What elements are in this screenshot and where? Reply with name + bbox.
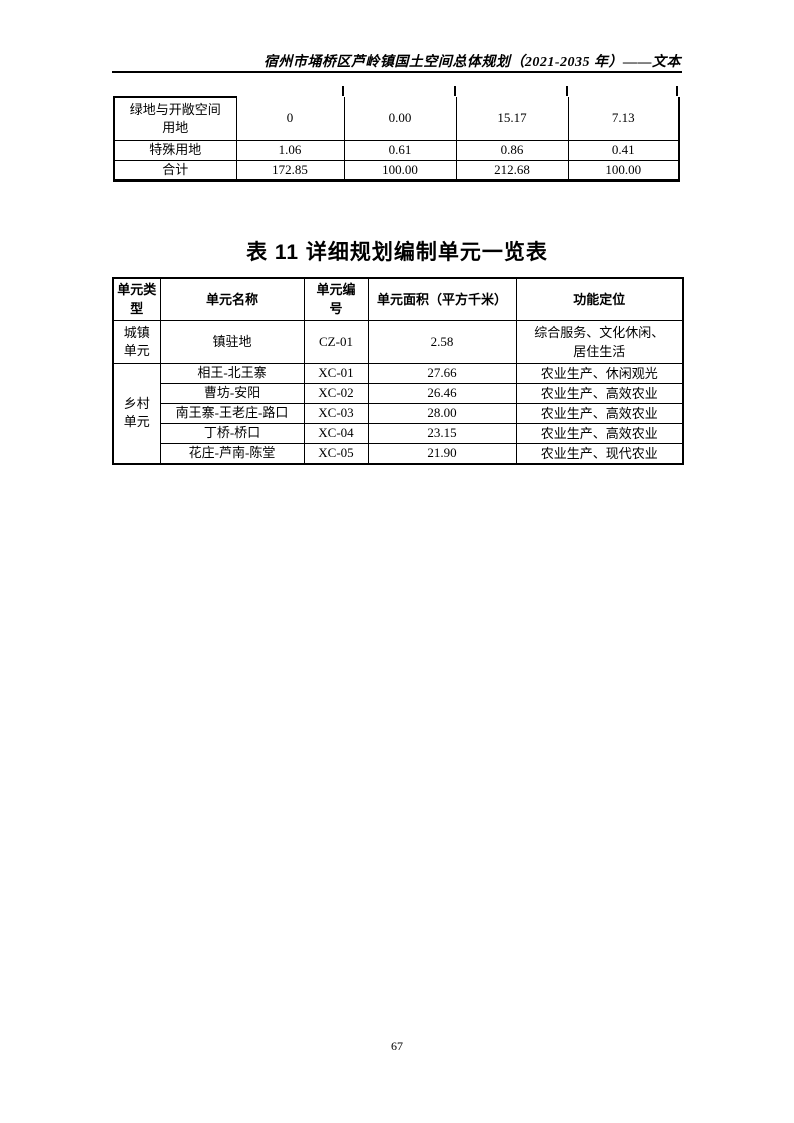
- table-row: 城镇单元 镇驻地 CZ-01 2.58 综合服务、文化休闲、居住生活: [112, 319, 684, 364]
- unit-area-cell: 27.66: [367, 362, 517, 384]
- unit-area-cell: 26.46: [367, 382, 517, 404]
- table-row: 南王寨-王老庄-路口 XC-03 28.00 农业生产、高效农业: [113, 402, 684, 424]
- unit-function-cell: 农业生产、休闲观光: [515, 362, 684, 384]
- border-stub: [342, 86, 344, 96]
- unit-code-cell: XC-01: [303, 362, 369, 384]
- column-header-unit-name: 单元名称: [159, 277, 305, 321]
- table-row: 乡村单元 相王-北王寨 XC-01 27.66 农业生产、休闲观光: [112, 362, 684, 464]
- land-use-table-continued: 绿地与开敞空间用地 0 0.00 15.17 7.13 特殊用地 1.06 0.…: [113, 96, 680, 182]
- unit-code-cell: CZ-01: [303, 319, 369, 364]
- table-cell: 15.17: [455, 97, 569, 141]
- table-row-special-land: 特殊用地 1.06 0.61 0.86 0.41: [113, 139, 680, 161]
- unit-name-cell: 镇驻地: [159, 319, 305, 364]
- unit-function-cell: 农业生产、高效农业: [515, 402, 684, 424]
- table11-title: 表 11 详细规划编制单元一览表: [246, 241, 548, 264]
- table-row: 丁桥-桥口 XC-04 23.15 农业生产、高效农业: [113, 422, 684, 444]
- table-cell: 0.86: [455, 139, 569, 161]
- continued-table-border-stubs: [113, 86, 678, 96]
- unit-area-cell: 2.58: [367, 319, 517, 364]
- running-header-text: 宿州市埇桥区芦岭镇国土空间总体规划（2021-2035 年）——文本: [263, 55, 681, 70]
- table-row-total: 合计 172.85 100.00 212.68 100.00: [113, 159, 680, 181]
- unit-name-cell: 南王寨-王老庄-路口: [159, 402, 305, 424]
- unit-name-cell: 花庄-芦南-陈堂: [159, 442, 305, 464]
- unit-function-cell: 农业生产、高效农业: [515, 422, 684, 444]
- running-header: 宿州市埇桥区芦岭镇国土空间总体规划（2021-2035 年）——文本: [113, 51, 681, 71]
- table-cell: 212.68: [455, 159, 569, 181]
- column-header-function: 功能定位: [515, 277, 684, 321]
- column-header-unit-area: 单元面积（平方千米）: [367, 277, 517, 321]
- unit-code-cell: XC-03: [303, 402, 369, 424]
- unit-code-cell: XC-04: [303, 422, 369, 444]
- table-row-green-space: 绿地与开敞空间用地 0 0.00 15.17 7.13: [113, 96, 680, 141]
- unit-name-cell: 相王-北王寨: [159, 362, 305, 384]
- border-stub: [676, 86, 678, 96]
- table-cell: 172.85: [235, 159, 345, 181]
- table-row: 花庄-芦南-陈堂 XC-05 21.90 农业生产、现代农业: [113, 442, 684, 464]
- row-label: 绿地与开敞空间用地: [113, 96, 237, 141]
- unit-type-cell: 乡村单元: [112, 362, 161, 464]
- unit-area-cell: 21.90: [367, 442, 517, 464]
- column-header-unit-type: 单元类型: [112, 277, 161, 321]
- border-stub: [454, 86, 456, 96]
- page-number: 67: [391, 1039, 403, 1053]
- table-cell: 1.06: [235, 139, 345, 161]
- planning-unit-table: 单元类型 单元名称 单元编号 单元面积（平方千米） 功能定位 城镇单元 镇驻地 …: [112, 277, 684, 465]
- unit-function-cell: 综合服务、文化休闲、居住生活: [515, 319, 684, 364]
- unit-function-cell: 农业生产、高效农业: [515, 382, 684, 404]
- header-rule: [112, 71, 682, 73]
- row-label: 特殊用地: [113, 139, 237, 161]
- border-stub: [566, 86, 568, 96]
- unit-name-cell: 丁桥-桥口: [159, 422, 305, 444]
- table-cell: 7.13: [567, 97, 680, 141]
- unit-area-cell: 28.00: [367, 402, 517, 424]
- table-cell: 100.00: [343, 159, 457, 181]
- table-cell: 0: [235, 97, 345, 141]
- column-header-unit-code: 单元编号: [303, 277, 369, 321]
- table-row: 曹坊-安阳 XC-02 26.46 农业生产、高效农业: [113, 382, 684, 404]
- unit-type-cell: 城镇单元: [112, 319, 161, 364]
- table-cell: 0.61: [343, 139, 457, 161]
- unit-function-cell: 农业生产、现代农业: [515, 442, 684, 464]
- table-cell: 0.41: [567, 139, 680, 161]
- unit-name-cell: 曹坊-安阳: [159, 382, 305, 404]
- table-cell: 100.00: [567, 159, 680, 181]
- row-label: 合计: [113, 159, 237, 181]
- table-cell: 0.00: [343, 97, 457, 141]
- unit-code-cell: XC-02: [303, 382, 369, 404]
- unit-area-cell: 23.15: [367, 422, 517, 444]
- table-header-row: 单元类型 单元名称 单元编号 单元面积（平方千米） 功能定位: [112, 277, 684, 321]
- unit-code-cell: XC-05: [303, 442, 369, 464]
